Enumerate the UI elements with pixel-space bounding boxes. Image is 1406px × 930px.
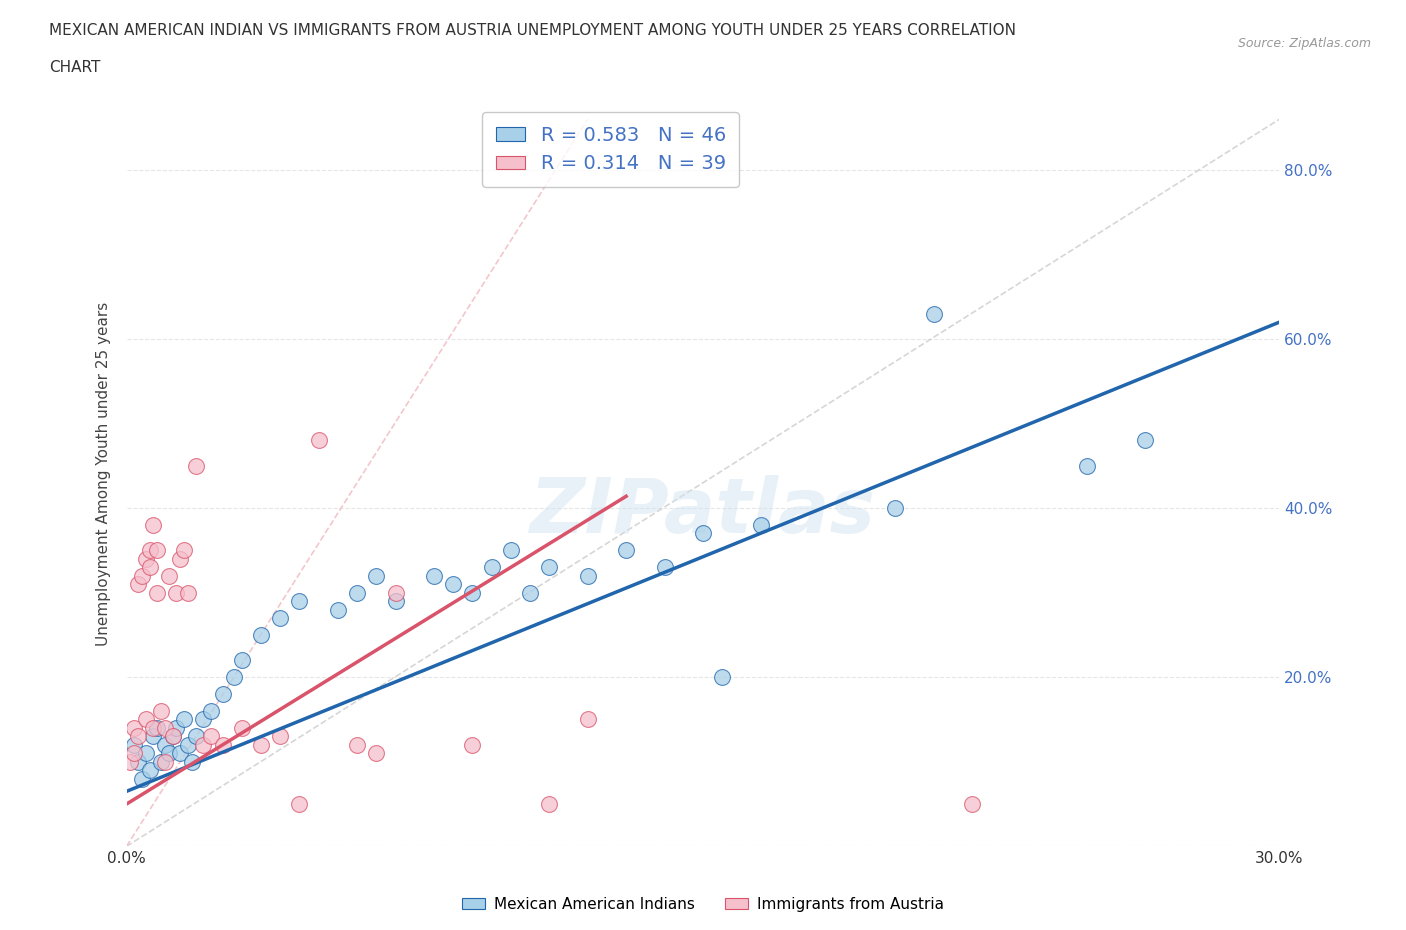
Point: [441, 577, 464, 591]
Point: [153, 754, 176, 769]
Point: [538, 560, 561, 575]
Point: [120, 754, 142, 769]
Point: [150, 754, 173, 769]
Point: [142, 518, 165, 533]
Point: [184, 729, 207, 744]
Point: [138, 543, 160, 558]
Point: [269, 729, 291, 744]
Point: [749, 518, 772, 533]
Point: [211, 686, 233, 701]
Point: [180, 754, 202, 769]
Point: [922, 306, 945, 321]
Point: [576, 568, 599, 583]
Point: [224, 670, 246, 684]
Point: [138, 560, 160, 575]
Text: CHART: CHART: [49, 60, 101, 75]
Point: [692, 526, 714, 541]
Point: [231, 653, 253, 668]
Point: [157, 746, 180, 761]
Point: [366, 746, 388, 761]
Point: [177, 585, 200, 600]
Point: [326, 602, 349, 617]
Point: [346, 585, 368, 600]
Point: [169, 746, 191, 761]
Point: [614, 543, 637, 558]
Y-axis label: Unemployment Among Youth under 25 years: Unemployment Among Youth under 25 years: [96, 302, 111, 646]
Point: [184, 458, 207, 473]
Point: [135, 746, 157, 761]
Point: [481, 560, 503, 575]
Point: [142, 729, 165, 744]
Point: [150, 704, 173, 719]
Point: [1133, 433, 1156, 448]
Point: [157, 568, 180, 583]
Point: [177, 737, 200, 752]
Point: [122, 737, 145, 752]
Legend: Mexican American Indians, Immigrants from Austria: Mexican American Indians, Immigrants fro…: [456, 891, 950, 918]
Point: [162, 729, 184, 744]
Point: [127, 754, 149, 769]
Point: [366, 568, 388, 583]
Point: [146, 543, 169, 558]
Point: [423, 568, 446, 583]
Point: [166, 585, 188, 600]
Point: [461, 585, 484, 600]
Point: [193, 737, 215, 752]
Point: [153, 737, 176, 752]
Point: [711, 670, 734, 684]
Point: [1076, 458, 1098, 473]
Point: [384, 593, 406, 608]
Point: [231, 721, 253, 736]
Point: [131, 771, 153, 786]
Point: [127, 729, 149, 744]
Point: [142, 721, 165, 736]
Point: [162, 729, 184, 744]
Point: [200, 729, 222, 744]
Point: [173, 712, 195, 727]
Point: [211, 737, 233, 752]
Point: [308, 433, 330, 448]
Point: [499, 543, 522, 558]
Point: [122, 721, 145, 736]
Legend: R = 0.583   N = 46, R = 0.314   N = 39: R = 0.583 N = 46, R = 0.314 N = 39: [482, 112, 740, 187]
Point: [654, 560, 676, 575]
Text: MEXICAN AMERICAN INDIAN VS IMMIGRANTS FROM AUSTRIA UNEMPLOYMENT AMONG YOUTH UNDE: MEXICAN AMERICAN INDIAN VS IMMIGRANTS FR…: [49, 23, 1017, 38]
Point: [146, 721, 169, 736]
Point: [135, 712, 157, 727]
Point: [384, 585, 406, 600]
Point: [250, 737, 273, 752]
Point: [884, 500, 907, 515]
Point: [127, 577, 149, 591]
Point: [146, 585, 169, 600]
Point: [269, 611, 291, 626]
Point: [288, 593, 311, 608]
Text: ZIPatlas: ZIPatlas: [530, 474, 876, 549]
Point: [200, 704, 222, 719]
Point: [346, 737, 368, 752]
Text: Source: ZipAtlas.com: Source: ZipAtlas.com: [1237, 37, 1371, 50]
Point: [135, 551, 157, 566]
Point: [576, 712, 599, 727]
Point: [173, 543, 195, 558]
Point: [250, 628, 273, 643]
Point: [169, 551, 191, 566]
Point: [193, 712, 215, 727]
Point: [519, 585, 541, 600]
Point: [122, 746, 145, 761]
Point: [538, 797, 561, 812]
Point: [288, 797, 311, 812]
Point: [138, 763, 160, 777]
Point: [461, 737, 484, 752]
Point: [166, 721, 188, 736]
Point: [131, 568, 153, 583]
Point: [153, 721, 176, 736]
Point: [960, 797, 983, 812]
